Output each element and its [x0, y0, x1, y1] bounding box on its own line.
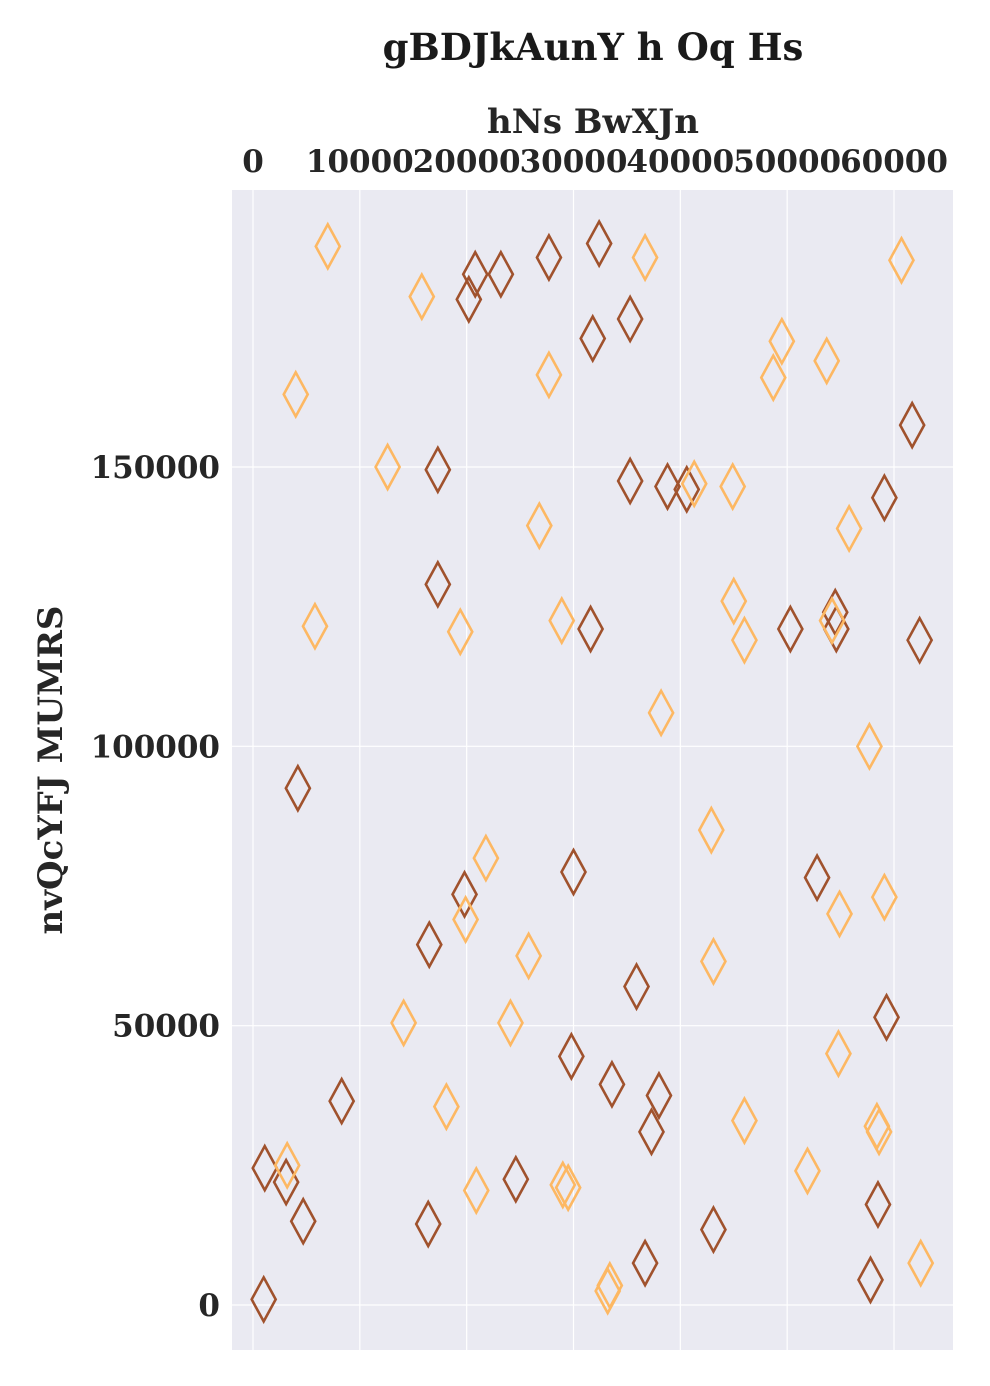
- y-tick-labels: 0 50000 100000 150000: [91, 450, 220, 1324]
- data-point: [870, 473, 898, 523]
- data-point: [616, 294, 644, 344]
- data-point: [645, 1070, 673, 1121]
- x-tick-label: 10000: [306, 144, 414, 180]
- data-point: [487, 249, 515, 299]
- data-point: [374, 442, 402, 492]
- data-point: [525, 500, 553, 551]
- data-point: [824, 1028, 852, 1079]
- data-point: [697, 805, 725, 855]
- data-point: [390, 998, 418, 1048]
- data-point: [462, 1165, 490, 1216]
- data-point: [424, 559, 452, 610]
- data-point: [560, 847, 587, 897]
- data-point: [496, 998, 524, 1048]
- x-tick-label: 30000: [520, 144, 628, 180]
- data-point: [250, 1274, 278, 1325]
- data-point: [907, 1238, 935, 1288]
- data-point: [719, 461, 747, 512]
- data-point: [548, 595, 576, 646]
- data-point: [282, 369, 310, 420]
- data-point: [699, 1204, 727, 1255]
- data-point: [759, 352, 787, 403]
- data-point: [864, 1179, 892, 1230]
- data-point: [898, 400, 926, 450]
- data-point: [776, 604, 804, 654]
- data-point: [585, 218, 613, 269]
- data-point: [273, 1140, 301, 1191]
- data-point: [647, 688, 675, 738]
- x-axis-label: hNs BwXJn: [487, 102, 699, 142]
- y-axis-label: nvQcYFJ MUMRS: [31, 606, 71, 935]
- chart-title: gBDJkAunY h Oq Hs: [383, 25, 804, 69]
- data-point: [414, 1199, 442, 1249]
- y-tick-label: 100000: [91, 729, 220, 765]
- data-point: [549, 1160, 577, 1210]
- y-tick-label: 150000: [91, 450, 220, 486]
- data-point: [906, 615, 934, 665]
- data-point: [452, 894, 480, 945]
- data-point: [284, 763, 312, 813]
- data-point: [408, 271, 436, 322]
- data-point: [865, 1107, 893, 1157]
- data-point: [654, 461, 681, 512]
- data-point: [451, 869, 479, 920]
- data-point: [328, 1076, 356, 1126]
- data-point: [251, 1143, 279, 1193]
- data-point: [623, 961, 651, 1012]
- data-point: [557, 1031, 585, 1082]
- data-point: [873, 992, 901, 1043]
- data-point: [446, 607, 474, 657]
- x-tick-label: 20000: [413, 144, 521, 180]
- data-point: [432, 1081, 460, 1132]
- data-point: [535, 232, 563, 283]
- data-point: [289, 1196, 317, 1246]
- data-point: [631, 232, 659, 283]
- data-point: [535, 350, 563, 400]
- data-point: [554, 1162, 582, 1213]
- data-point: [887, 235, 915, 286]
- data-point: [314, 221, 342, 272]
- data-point: [638, 1107, 665, 1157]
- data-point: [803, 852, 831, 903]
- data-point: [730, 615, 758, 665]
- data-point: [730, 1095, 758, 1146]
- data-point: [673, 464, 701, 515]
- data-point: [826, 889, 853, 939]
- data-point: [579, 313, 607, 364]
- x-tick-label: 0: [242, 144, 264, 180]
- data-point: [818, 595, 846, 646]
- data-point: [472, 833, 500, 883]
- data-point: [699, 936, 727, 987]
- data-point: [461, 249, 489, 299]
- data-point: [301, 601, 329, 651]
- data-point: [835, 503, 863, 554]
- x-tick-label: 40000: [626, 144, 734, 180]
- data-point: [616, 456, 644, 506]
- data-points: [250, 218, 935, 1325]
- data-point: [502, 1154, 530, 1205]
- data-point: [720, 576, 748, 626]
- data-point: [768, 316, 796, 367]
- y-tick-label: 50000: [112, 1009, 220, 1045]
- data-point: [857, 1255, 884, 1305]
- grid-lines: [232, 190, 953, 1350]
- data-point: [793, 1146, 821, 1196]
- data-point: [680, 459, 708, 509]
- data-point: [415, 919, 443, 970]
- data-point: [870, 872, 898, 922]
- data-point: [813, 336, 841, 386]
- plot-area: [232, 190, 953, 1350]
- data-point: [515, 931, 543, 981]
- data-point: [424, 445, 452, 495]
- x-tick-label: 50000: [733, 144, 841, 180]
- x-tick-label: 60000: [840, 144, 948, 180]
- data-point: [577, 604, 605, 654]
- data-point: [631, 1238, 659, 1288]
- y-tick-label: 0: [198, 1288, 220, 1324]
- data-point: [598, 1059, 626, 1110]
- data-point: [855, 721, 883, 772]
- data-point: [596, 1260, 624, 1311]
